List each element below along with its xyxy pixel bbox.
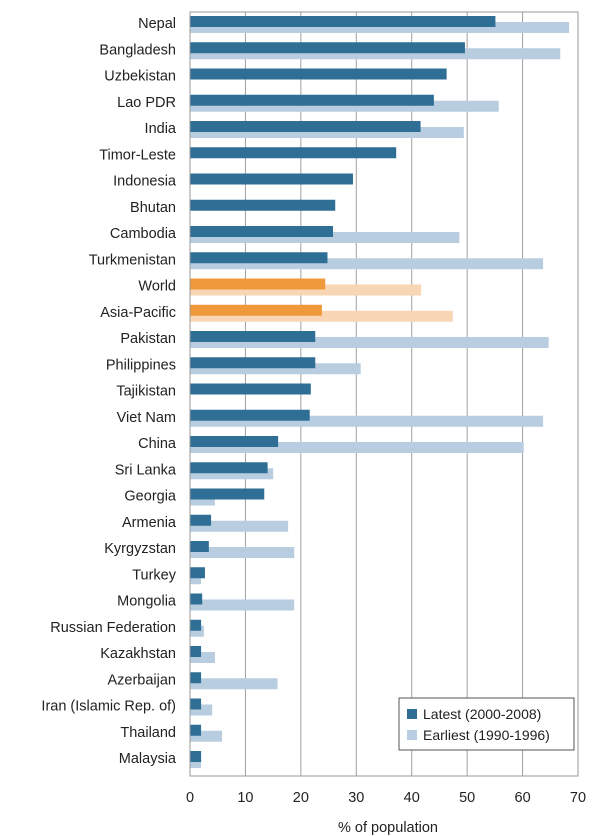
- bar-earliest-mongolia: [190, 599, 295, 611]
- bar-earliest-nepal: [190, 22, 570, 33]
- bar-latest-nepal: [190, 16, 496, 27]
- category-label-sri-lanka: Sri Lanka: [115, 462, 177, 478]
- category-label-indonesia: Indonesia: [113, 174, 177, 190]
- category-label-world: World: [138, 279, 176, 295]
- bar-latest-indonesia: [190, 173, 353, 185]
- category-label-lao-pdr: Lao PDR: [117, 95, 176, 111]
- category-label-asia-pacific: Asia-Pacific: [100, 305, 176, 321]
- legend-box: [398, 697, 575, 751]
- x-tick-label-20: 20: [293, 790, 309, 806]
- bar-earliest-kyrgyzstan: [190, 547, 295, 558]
- legend-label-earliest: Earliest (1990-1996): [423, 727, 550, 743]
- x-tick-label-0: 0: [186, 790, 194, 806]
- category-label-uzbekistan: Uzbekistan: [104, 69, 176, 85]
- category-label-philippines: Philippines: [106, 357, 176, 373]
- category-label-pakistan: Pakistan: [120, 331, 176, 347]
- bar-earliest-lao-pdr: [190, 100, 499, 112]
- bar-latest-china: [190, 436, 279, 447]
- bar-earliest-cambodia: [190, 232, 460, 243]
- bar-latest-philippines: [190, 357, 316, 369]
- category-label-bhutan: Bhutan: [130, 200, 176, 216]
- bar-latest-world: [190, 278, 326, 290]
- bar-earliest-turkmenistan: [190, 258, 544, 270]
- bar-latest-asia-pacific: [190, 304, 322, 316]
- bar-latest-uzbekistan: [190, 68, 447, 80]
- bar-latest-turkey: [190, 567, 205, 579]
- bar-earliest-bangladesh: [190, 48, 561, 60]
- category-label-timor-leste: Timor-Leste: [99, 147, 176, 163]
- bar-earliest-armenia: [190, 520, 289, 532]
- bar-latest-tajikistan: [190, 383, 311, 395]
- bar-latest-georgia: [190, 488, 265, 500]
- x-axis-title: % of population: [338, 820, 438, 836]
- bar-earliest-sri-lanka: [190, 468, 274, 480]
- bar-latest-kyrgyzstan: [190, 541, 209, 552]
- bar-earliest-pakistan: [190, 337, 549, 348]
- category-label-iran-islamic-rep-of-: Iran (Islamic Rep. of): [41, 699, 176, 715]
- category-label-turkmenistan: Turkmenistan: [89, 252, 176, 268]
- x-tick-label-50: 50: [459, 790, 475, 806]
- bar-earliest-china: [190, 442, 524, 453]
- bar-latest-iran-islamic-rep-of-: [190, 698, 202, 710]
- category-label-kazakhstan: Kazakhstan: [100, 646, 176, 662]
- x-tick-label-30: 30: [348, 790, 364, 806]
- category-label-india: India: [145, 121, 177, 137]
- bar-earliest-philippines: [190, 363, 361, 375]
- bar-earliest-iran-islamic-rep-of-: [190, 704, 213, 716]
- bar-latest-armenia: [190, 514, 212, 526]
- bar-latest-bangladesh: [190, 42, 465, 54]
- legend-label-latest: Latest (2000-2008): [423, 706, 541, 722]
- bar-latest-thailand: [190, 724, 202, 736]
- category-label-russian-federation: Russian Federation: [50, 620, 176, 636]
- category-label-azerbaijan: Azerbaijan: [107, 672, 176, 688]
- category-label-bangladesh: Bangladesh: [99, 42, 176, 58]
- bar-latest-bhutan: [190, 199, 336, 211]
- category-label-malaysia: Malaysia: [119, 751, 177, 767]
- category-label-thailand: Thailand: [120, 725, 176, 741]
- category-label-kyrgyzstan: Kyrgyzstan: [104, 541, 176, 557]
- bar-latest-russian-federation: [190, 619, 202, 631]
- bar-earliest-azerbaijan: [190, 678, 278, 690]
- legend-swatch-earliest: [407, 730, 417, 740]
- bar-latest-viet-nam: [190, 409, 310, 421]
- bar-latest-azerbaijan: [190, 672, 202, 684]
- category-label-viet-nam: Viet Nam: [117, 410, 176, 426]
- category-label-nepal: Nepal: [138, 16, 176, 32]
- bar-latest-mongolia: [190, 593, 203, 605]
- x-tick-label-10: 10: [237, 790, 253, 806]
- bar-latest-timor-leste: [190, 147, 397, 159]
- bar-latest-turkmenistan: [190, 252, 328, 264]
- bar-latest-sri-lanka: [190, 462, 268, 474]
- x-tick-label-40: 40: [404, 790, 420, 806]
- plot-border: [189, 11, 579, 777]
- bar-latest-lao-pdr: [190, 94, 434, 106]
- legend-swatch-latest: [407, 709, 417, 719]
- category-label-china: China: [138, 436, 177, 452]
- bar-latest-malaysia: [190, 751, 202, 762]
- bar-earliest-india: [190, 127, 464, 138]
- category-label-cambodia: Cambodia: [110, 226, 177, 242]
- bar-latest-cambodia: [190, 226, 334, 237]
- bar-earliest-thailand: [190, 730, 223, 742]
- x-tick-label-70: 70: [570, 790, 586, 806]
- bar-earliest-kazakhstan: [190, 652, 215, 663]
- category-label-tajikistan: Tajikistan: [116, 384, 176, 400]
- bar-earliest-georgia: [190, 494, 215, 506]
- bar-earliest-russian-federation: [190, 625, 204, 637]
- category-label-georgia: Georgia: [124, 489, 177, 505]
- x-tick-label-60: 60: [515, 790, 531, 806]
- bar-earliest-world: [190, 284, 422, 296]
- bar-earliest-malaysia: [190, 757, 202, 768]
- category-label-mongolia: Mongolia: [117, 594, 177, 610]
- category-label-armenia: Armenia: [122, 515, 177, 531]
- bar-latest-india: [190, 121, 421, 132]
- bar-latest-kazakhstan: [190, 646, 202, 657]
- bar-earliest-viet-nam: [190, 415, 544, 427]
- bar-earliest-asia-pacific: [190, 310, 453, 322]
- category-label-turkey: Turkey: [132, 567, 177, 583]
- bar-earliest-turkey: [190, 573, 202, 585]
- bar-latest-pakistan: [190, 331, 316, 342]
